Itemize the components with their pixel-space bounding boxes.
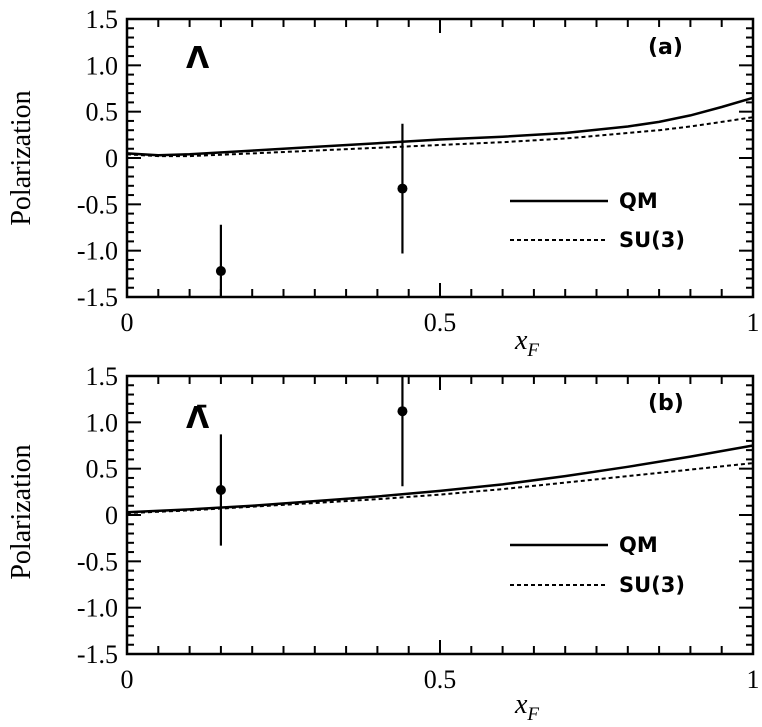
x-tick-label: 0	[121, 665, 134, 694]
y-tick-label: -1.5	[77, 283, 118, 312]
y-tick-label: -0.5	[77, 547, 118, 576]
panel-a: -1.5 -1.0 -0.5 0 0.5 1.0 1.5 0 0.5 1 Polarization x…	[6, 5, 760, 361]
data-point	[397, 406, 408, 417]
y-tick-label: 1.0	[86, 408, 119, 437]
series-line-su3	[126, 116, 754, 158]
x-axis-label-main: x	[514, 689, 528, 720]
y-tick-label: 0	[105, 501, 118, 530]
y-tick-label: 1.0	[86, 51, 119, 80]
legend-label-qm: QM	[619, 189, 658, 213]
legend-label-qm: QM	[619, 533, 658, 557]
particle-label: Λ̄	[186, 401, 210, 436]
data-point	[215, 266, 226, 277]
x-tick-label: 0.5	[424, 308, 457, 337]
y-tick-label: -1.5	[77, 640, 118, 669]
y-axis-label: Polarization	[6, 444, 37, 579]
x-tick-label: 0.5	[424, 665, 457, 694]
y-tick-label: -0.5	[77, 190, 118, 219]
x-axis-label-subscript: F	[526, 340, 539, 361]
x-tick-label: 1	[747, 665, 760, 694]
data-point	[215, 484, 226, 495]
series-line-qm	[126, 96, 754, 157]
panel-b: -1.5 -1.0 -0.5 0 0.5 1.0 1.5 0 0.5 1 Polarization x…	[6, 362, 760, 725]
y-tick-label: 0.5	[86, 98, 119, 127]
y-tick-label: 1.5	[86, 362, 119, 391]
series-line-qm	[126, 444, 754, 514]
y-axis-label: Polarization	[6, 90, 37, 225]
y-tick-label: -1.0	[77, 237, 118, 266]
particle-label: Λ	[186, 41, 210, 76]
y-tick-label: 1.5	[86, 5, 119, 34]
data-point	[397, 183, 408, 194]
x-tick-label: 1	[747, 308, 760, 337]
x-axis-label: xF	[514, 325, 539, 361]
x-axis-label-main: x	[514, 325, 528, 356]
y-tick-label: -1.0	[77, 594, 118, 623]
x-axis-label: xF	[514, 689, 539, 725]
x-tick-label: 0	[121, 308, 134, 337]
y-tick-label: 0	[105, 144, 118, 173]
legend-label-su3: SU(3)	[619, 573, 685, 597]
panel-label: (b)	[648, 391, 684, 416]
panel-label: (a)	[648, 35, 683, 60]
legend-label-su3: SU(3)	[619, 228, 685, 252]
x-axis-label-subscript: F	[526, 704, 539, 725]
y-tick-label: 0.5	[86, 455, 119, 484]
